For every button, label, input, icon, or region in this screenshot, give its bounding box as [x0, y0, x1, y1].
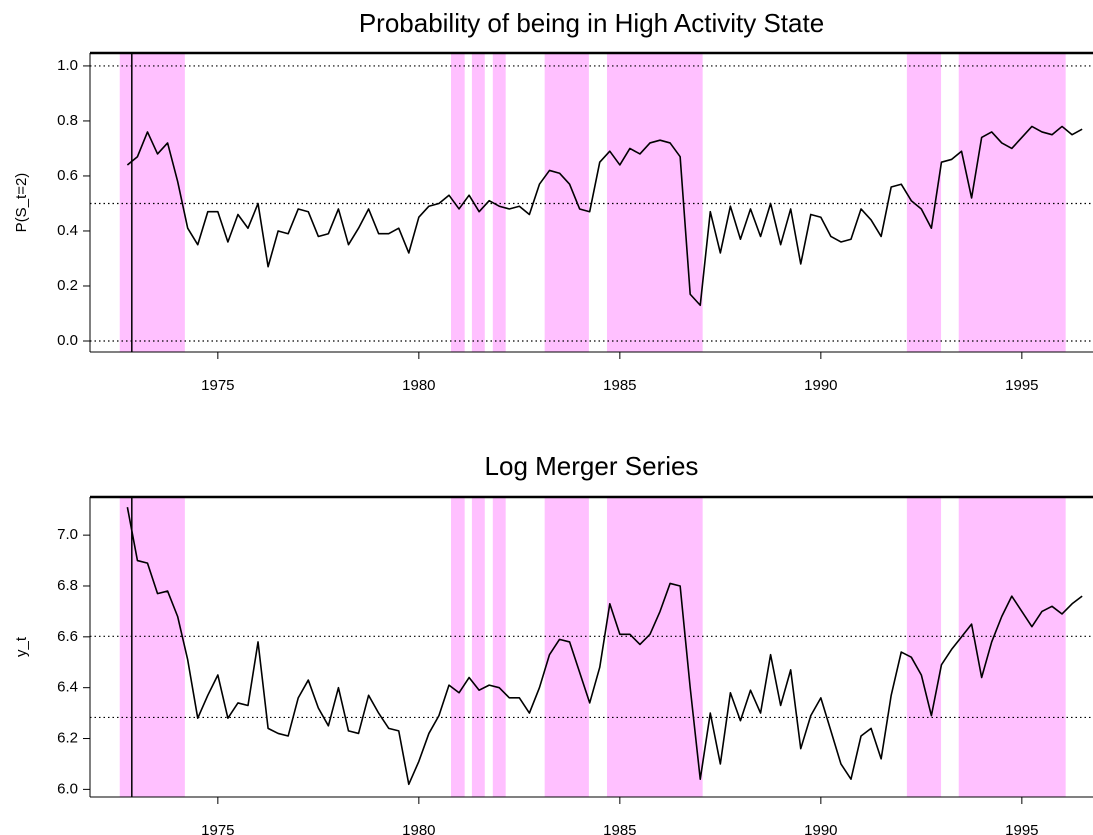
y-tick-label: 6.2 [57, 729, 78, 746]
y-tick-label: 6.4 [57, 679, 78, 696]
shaded-region [471, 53, 485, 352]
x-tick-label: 1985 [603, 822, 636, 835]
x-tick-label: 1980 [402, 377, 435, 394]
x-tick-label: 1980 [402, 822, 435, 835]
shaded-region [450, 53, 465, 352]
y-tick-label: 6.6 [57, 628, 78, 645]
x-tick-label: 1990 [804, 822, 837, 835]
chart-title: Probability of being in High Activity St… [359, 8, 824, 38]
y-tick-label: 0.6 [57, 167, 78, 184]
y-axis-label: P(S_t=2) [13, 173, 30, 233]
y-tick-label: 0.2 [57, 277, 78, 294]
y-tick-label: 7.0 [57, 526, 78, 543]
y-tick-label: 0.4 [57, 222, 78, 239]
data-line [126, 125, 1083, 307]
shaded-region [119, 497, 185, 797]
shaded-region [958, 497, 1066, 797]
x-tick-label: 1985 [603, 377, 636, 394]
y-axis-label: y_t [13, 636, 30, 657]
x-tick-label: 1990 [804, 377, 837, 394]
shaded-region [606, 497, 703, 797]
y-tick-label: 0.0 [57, 332, 78, 349]
x-tick-label: 1975 [201, 377, 234, 394]
shaded-region [450, 497, 465, 797]
shaded-region [544, 53, 589, 352]
shaded-region [119, 53, 185, 352]
x-tick-label: 1975 [201, 822, 234, 835]
data-line [126, 507, 1083, 786]
y-tick-label: 6.8 [57, 577, 78, 594]
shaded-region [471, 497, 485, 797]
shaded-region [906, 497, 942, 797]
shaded-region [958, 53, 1066, 352]
x-tick-label: 1995 [1005, 377, 1038, 394]
chart-title: Log Merger Series [485, 451, 699, 481]
shaded-region [492, 497, 506, 797]
y-tick-label: 1.0 [57, 57, 78, 74]
y-tick-label: 6.0 [57, 780, 78, 797]
x-tick-label: 1995 [1005, 822, 1038, 835]
shaded-region [544, 497, 589, 797]
y-tick-label: 0.8 [57, 112, 78, 129]
shaded-region [606, 53, 703, 352]
shaded-region [492, 53, 506, 352]
